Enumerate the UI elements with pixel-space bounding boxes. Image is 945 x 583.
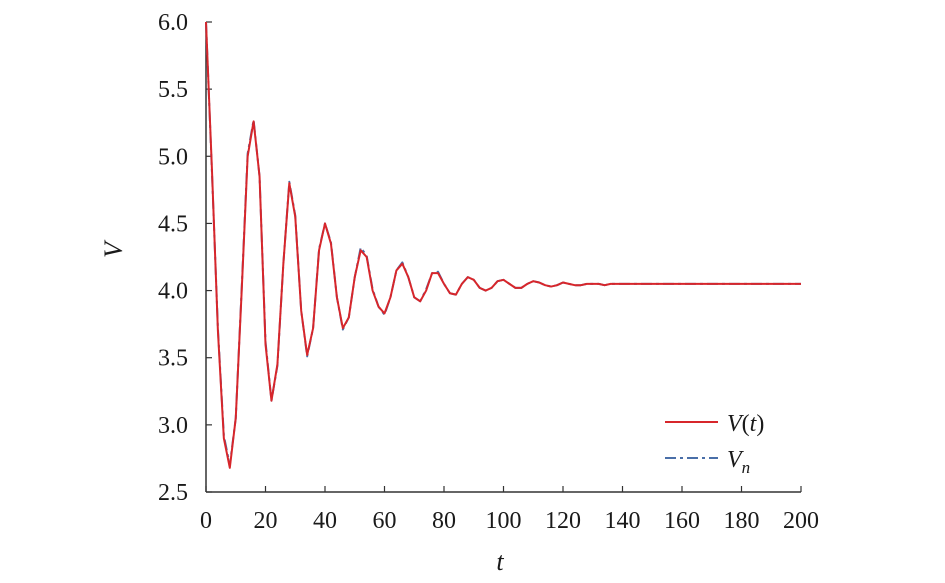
y-axis-ticks: 2.5 3.0 3.5 4.0 4.5 5.0 5.5 6.0 bbox=[158, 10, 212, 506]
x-axis-ticks: 0 20 40 60 80 100 120 140 160 180 200 bbox=[200, 486, 819, 534]
x-axis-label: t bbox=[496, 547, 504, 576]
legend-vt-close: ) bbox=[756, 411, 764, 437]
series-layer bbox=[205, 21, 801, 469]
y-axis-label: V bbox=[99, 239, 128, 258]
x-tick-label: 60 bbox=[373, 508, 397, 534]
series-line-vn bbox=[205, 21, 801, 467]
y-tick-label: 5.5 bbox=[158, 77, 188, 103]
x-tick-label: 40 bbox=[313, 508, 337, 534]
x-tick-label: 80 bbox=[432, 508, 456, 534]
x-tick-label: 120 bbox=[545, 508, 581, 534]
x-tick-label: 160 bbox=[664, 508, 700, 534]
legend-vt-open: ( bbox=[742, 411, 750, 437]
y-tick-label: 3.5 bbox=[158, 346, 188, 372]
legend-vn-main: V bbox=[727, 447, 744, 473]
series-line-vt bbox=[205, 21, 801, 469]
x-tick-label: 20 bbox=[254, 508, 278, 534]
y-tick-label: 4.0 bbox=[158, 279, 188, 305]
legend-vt-main: V bbox=[727, 411, 744, 437]
legend-vn-sub: n bbox=[742, 458, 751, 477]
legend-label-vt: V(t) bbox=[727, 411, 764, 437]
x-tick-label: 0 bbox=[200, 508, 212, 534]
y-tick-label: 5.0 bbox=[158, 144, 188, 170]
legend-vt-t: t bbox=[750, 411, 758, 437]
y-tick-label: 6.0 bbox=[158, 10, 188, 36]
y-tick-label: 3.0 bbox=[158, 413, 188, 439]
x-tick-label: 100 bbox=[486, 508, 522, 534]
legend-label-vn: Vn bbox=[727, 447, 750, 477]
x-tick-label: 180 bbox=[724, 508, 760, 534]
legend: V(t) Vn bbox=[665, 411, 764, 477]
y-tick-label: 2.5 bbox=[158, 480, 188, 506]
x-tick-label: 200 bbox=[783, 508, 819, 534]
x-tick-label: 140 bbox=[605, 508, 641, 534]
y-tick-label: 4.5 bbox=[158, 211, 188, 237]
